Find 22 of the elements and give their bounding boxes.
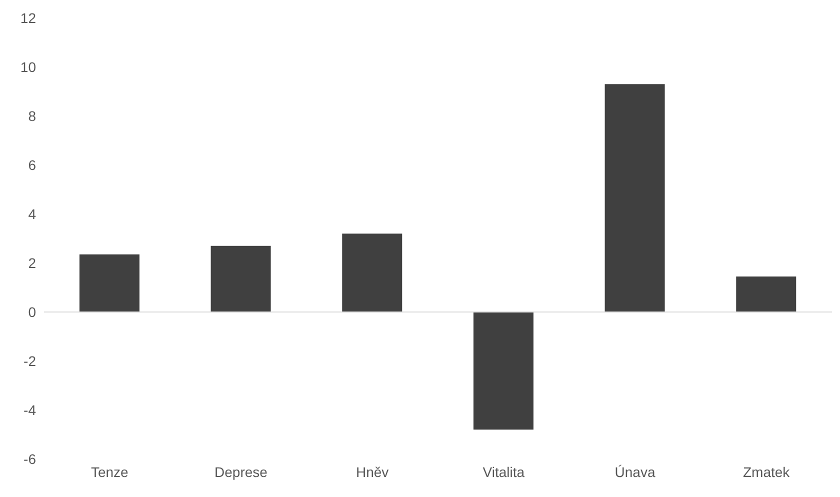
y-tick-label: 10: [20, 58, 36, 75]
y-tick-label: 6: [28, 156, 36, 173]
bar: [210, 246, 271, 312]
y-tick-label: 2: [28, 254, 36, 271]
x-tick-label: Únava: [614, 464, 656, 480]
x-tick-label: Tenze: [90, 464, 129, 480]
y-tick-label: 12: [20, 10, 36, 26]
bar: [79, 254, 140, 312]
bar: [736, 276, 796, 312]
bar: [342, 234, 402, 312]
y-tick-label: 8: [28, 108, 36, 124]
y-tick-label: 4: [28, 206, 36, 222]
y-tick-label: -4: [24, 402, 36, 418]
y-tick-label: -2: [24, 352, 36, 369]
x-tick-label: Hněv: [356, 464, 389, 480]
y-tick-label: -6: [24, 450, 36, 467]
x-tick-label: Vitalita: [482, 464, 525, 480]
x-tick-label: Zmatek: [742, 464, 791, 480]
x-tick-label: Deprese: [214, 464, 268, 480]
y-tick-label: 0: [28, 304, 36, 320]
bar: [604, 84, 665, 312]
bar: [473, 312, 534, 430]
